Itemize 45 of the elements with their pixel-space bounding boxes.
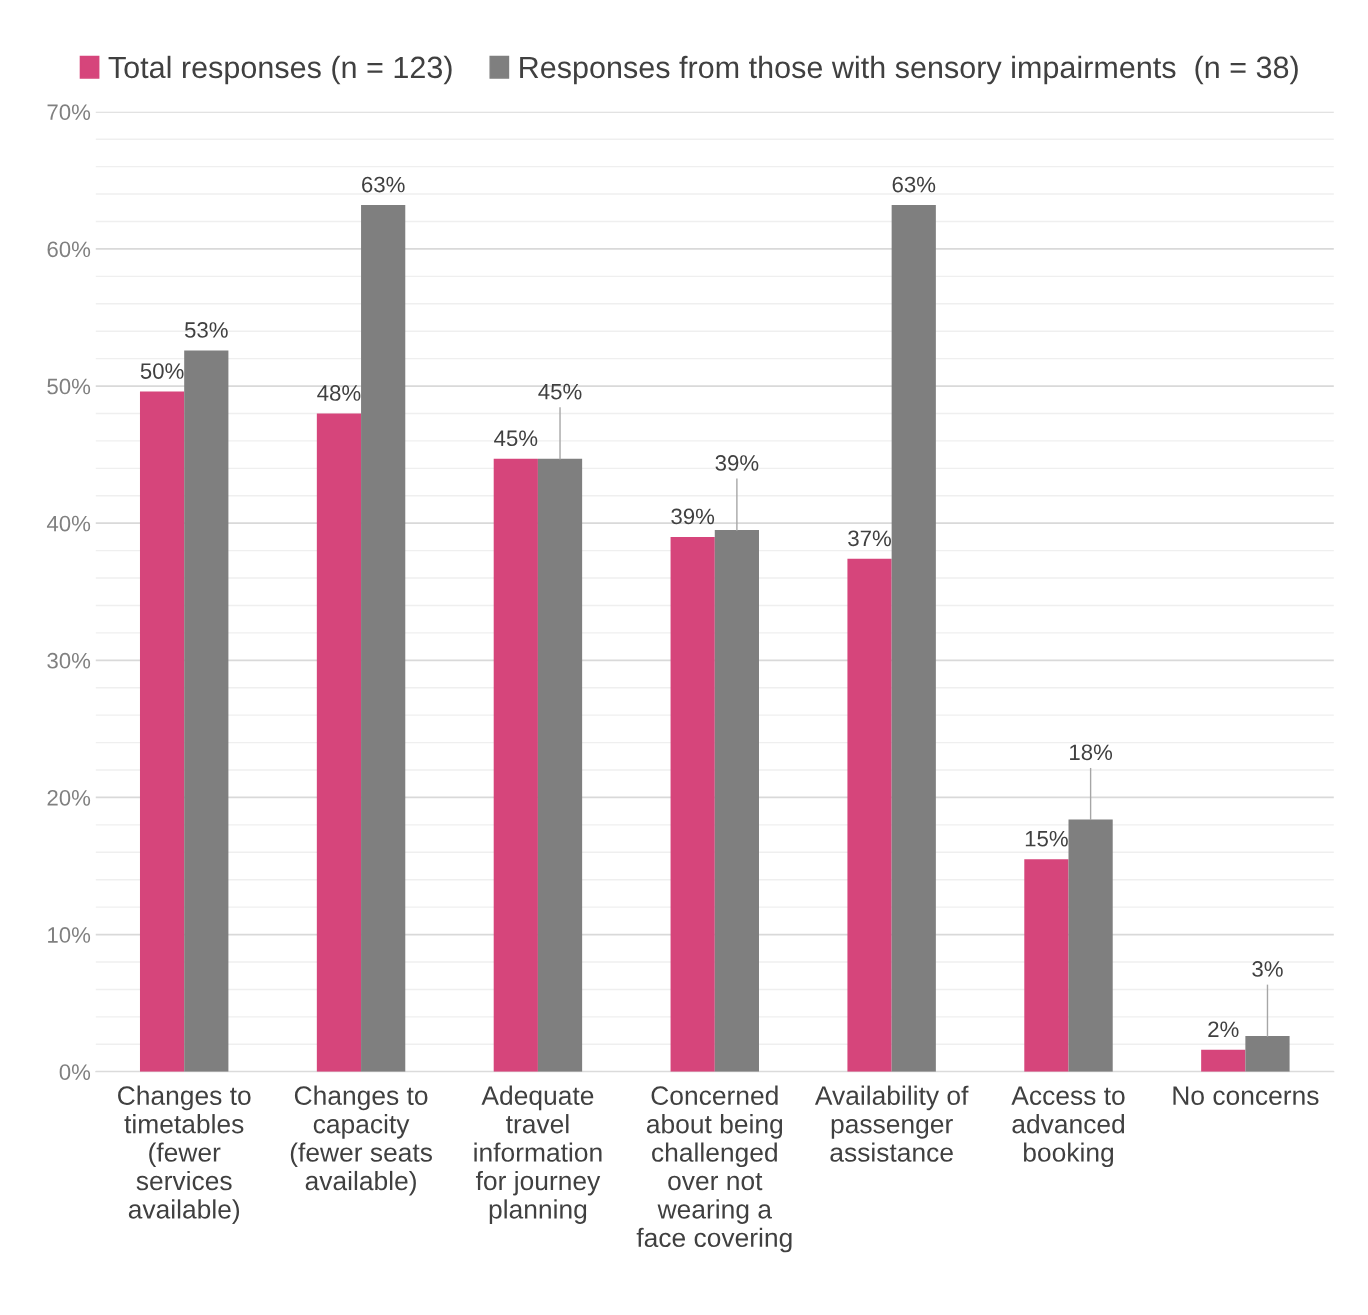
bar: [891, 205, 936, 1072]
y-tick-label: 70%: [47, 104, 91, 121]
y-tick-label: 30%: [47, 652, 91, 669]
data-label: 15%: [1025, 830, 1068, 847]
x-tick-label: Changes to capacity (fewer seats available): [290, 1085, 432, 1196]
data-label: 2%: [1208, 1021, 1239, 1038]
data-label: 18%: [1070, 744, 1113, 761]
y-tick-label: 20%: [47, 789, 91, 806]
y-tick-label: 10%: [48, 927, 91, 943]
legend-label: Total responses (n = 123): [108, 55, 452, 85]
bar: [139, 391, 185, 1072]
data-label: 63%: [892, 176, 936, 193]
bar: [316, 413, 362, 1072]
y-tick-label: 50%: [47, 378, 91, 395]
bar: [184, 350, 229, 1072]
x-tick-label: Availability of passenger assistance: [814, 1085, 969, 1162]
bar: [1024, 859, 1069, 1072]
bar: [847, 558, 892, 1072]
legend-label: Responses from those with sensory impairments (n = 38): [520, 55, 1298, 85]
y-tick-label: 0%: [59, 1064, 91, 1080]
x-tick-label: Changes to timetables (fewer services available): [118, 1085, 251, 1224]
bar: [1245, 1036, 1290, 1072]
x-tick-label: Adequate travel information for journey planning: [474, 1085, 602, 1224]
y-tick-label: 40%: [46, 515, 91, 532]
bar: [670, 536, 715, 1072]
data-label: 39%: [671, 508, 715, 525]
data-label: 53%: [184, 322, 228, 338]
x-tick-label: No concerns: [1173, 1086, 1319, 1105]
data-label: 45%: [538, 383, 582, 400]
data-label: 39%: [715, 455, 759, 471]
y-tick-label: 60%: [47, 241, 91, 258]
x-tick-label: Access to advanced booking: [1011, 1086, 1125, 1168]
bar: [361, 205, 406, 1072]
bar: [493, 458, 538, 1072]
data-label: 45%: [494, 430, 538, 447]
bar: [1201, 1049, 1246, 1072]
bar: [714, 530, 759, 1072]
data-label: 3%: [1252, 961, 1283, 977]
bar: [1068, 819, 1113, 1072]
bar: [537, 458, 583, 1072]
data-label: 37%: [848, 530, 891, 547]
data-label: 48%: [317, 385, 361, 401]
data-label: 50%: [140, 363, 184, 379]
data-label: 63%: [362, 176, 405, 193]
x-tick-label: Concerned about being challenged over not wearing a face covering: [636, 1085, 792, 1253]
